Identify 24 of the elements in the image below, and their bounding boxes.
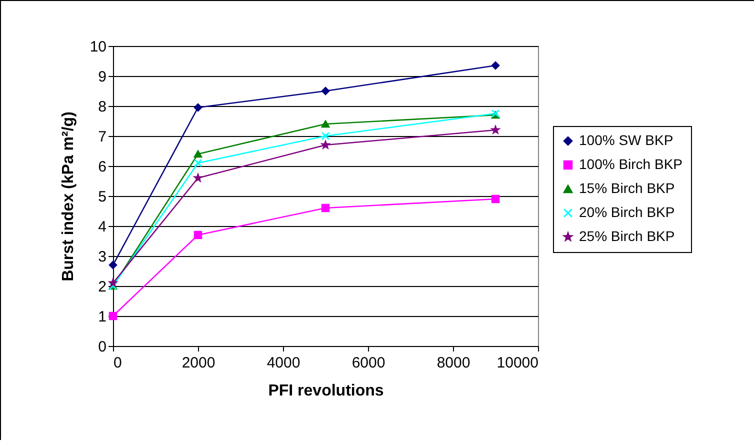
y-tick-label: 3: [98, 248, 106, 266]
legend-label: 15% Birch BKP: [579, 180, 675, 196]
x-tick-label: 0: [114, 354, 122, 372]
y-tick-label: 6: [98, 158, 106, 176]
y-tick-label: 7: [98, 128, 106, 146]
x-axis-title: PFI revolutions: [268, 382, 384, 400]
y-tick-label: 5: [98, 188, 106, 206]
y-axis-title: Burst index (kPa m²/g): [60, 112, 77, 282]
legend-label: 100% Birch BKP: [579, 156, 682, 172]
y-tick-label: 10: [90, 38, 106, 56]
y-tick-label: 1: [98, 308, 106, 326]
y-tick-label: 9: [98, 68, 106, 86]
y-tick-label: 2: [98, 278, 106, 296]
x-tick-label: 10000: [496, 354, 538, 372]
legend-label: 25% Birch BKP: [579, 228, 675, 244]
legend-label: 100% SW BKP: [579, 132, 674, 148]
y-tick-label: 8: [98, 98, 106, 116]
legend-label: 20% Birch BKP: [579, 204, 675, 220]
x-tick-label: 4000: [266, 354, 300, 372]
x-tick-label: 2000: [182, 354, 216, 372]
y-tick-label: 4: [98, 218, 106, 236]
y-tick-label: 0: [98, 338, 106, 356]
x-tick-label: 6000: [352, 354, 386, 372]
x-tick-label: 8000: [436, 354, 470, 372]
